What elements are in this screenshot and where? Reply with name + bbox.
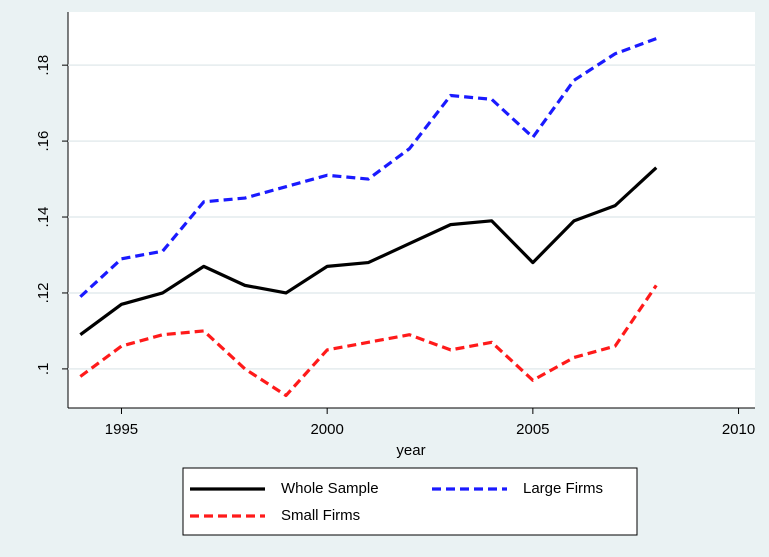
y-tick-label: .18 <box>35 55 52 76</box>
legend-label: Large Firms <box>523 480 603 497</box>
y-tick-label: .12 <box>35 283 52 304</box>
y-tick-label: .14 <box>35 207 52 228</box>
series-line <box>79 166 658 337</box>
series-line <box>79 37 657 298</box>
x-axis-label: year <box>396 442 425 459</box>
y-tick-label: .16 <box>35 131 52 152</box>
x-tick-label: 2005 <box>516 421 549 438</box>
x-tick-label: 2010 <box>722 421 755 438</box>
series-line <box>79 284 658 398</box>
legend-label: Small Firms <box>281 507 360 524</box>
x-tick-label: 2000 <box>310 421 343 438</box>
y-tick-label: .1 <box>35 363 52 376</box>
plot-area <box>68 12 755 408</box>
x-tick-label: 1995 <box>105 421 138 438</box>
legend-label: Whole Sample <box>281 480 379 497</box>
legend-box <box>182 467 638 536</box>
